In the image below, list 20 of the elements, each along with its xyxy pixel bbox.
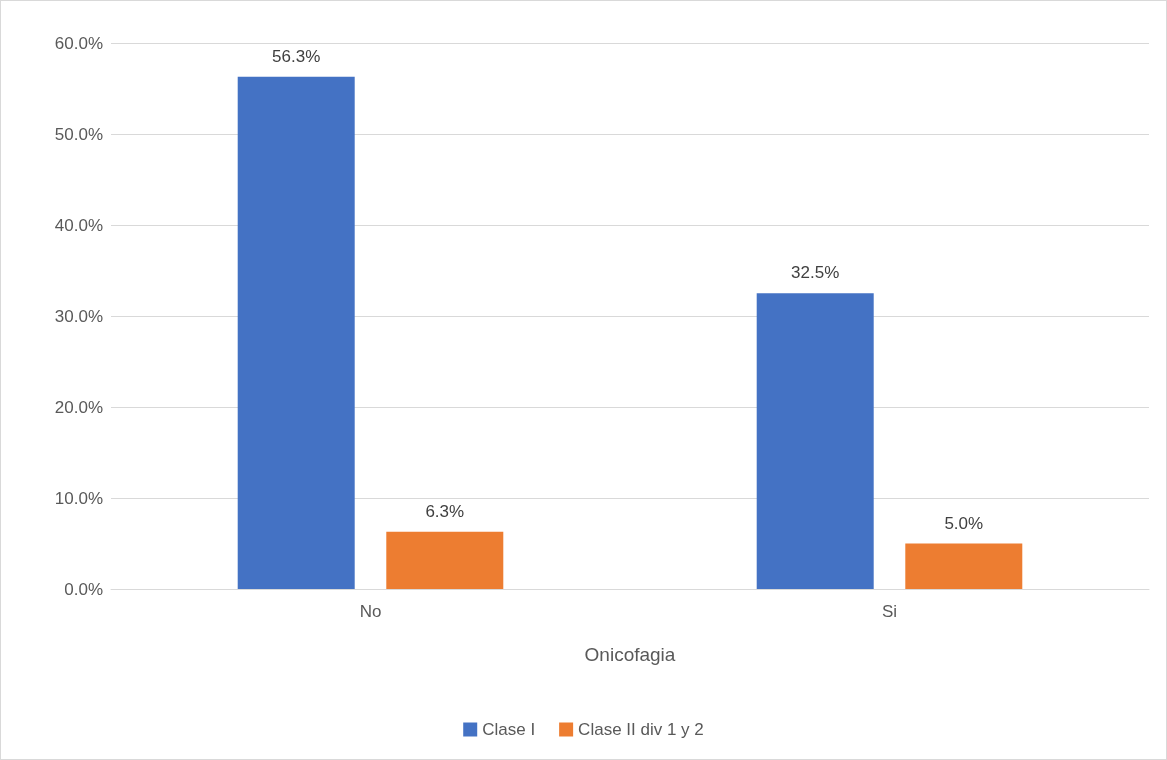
x-tick-label: Si: [881, 602, 898, 621]
legend-label: Clase II div 1 y 2: [578, 720, 704, 739]
y-tick-label: 60.0%: [54, 33, 103, 53]
legend-label: Clase I: [482, 720, 536, 739]
y-tick-label: 10.0%: [54, 488, 103, 508]
bar: [237, 76, 355, 589]
x-axis-title: Onicofagia: [584, 644, 676, 665]
bar: [386, 531, 504, 589]
data-label: 6.3%: [425, 501, 465, 521]
bar: [905, 543, 1023, 589]
bar: [756, 293, 874, 589]
data-label: 32.5%: [791, 263, 840, 283]
data-label: 5.0%: [944, 513, 984, 533]
y-tick-label: 20.0%: [54, 397, 103, 417]
y-tick-label: 30.0%: [54, 306, 103, 326]
y-tick-label: 50.0%: [54, 124, 103, 144]
y-tick-label: 0.0%: [64, 579, 103, 599]
data-label: 56.3%: [272, 46, 321, 66]
x-tick-label: No: [359, 602, 382, 621]
y-tick-label: 40.0%: [54, 215, 103, 235]
